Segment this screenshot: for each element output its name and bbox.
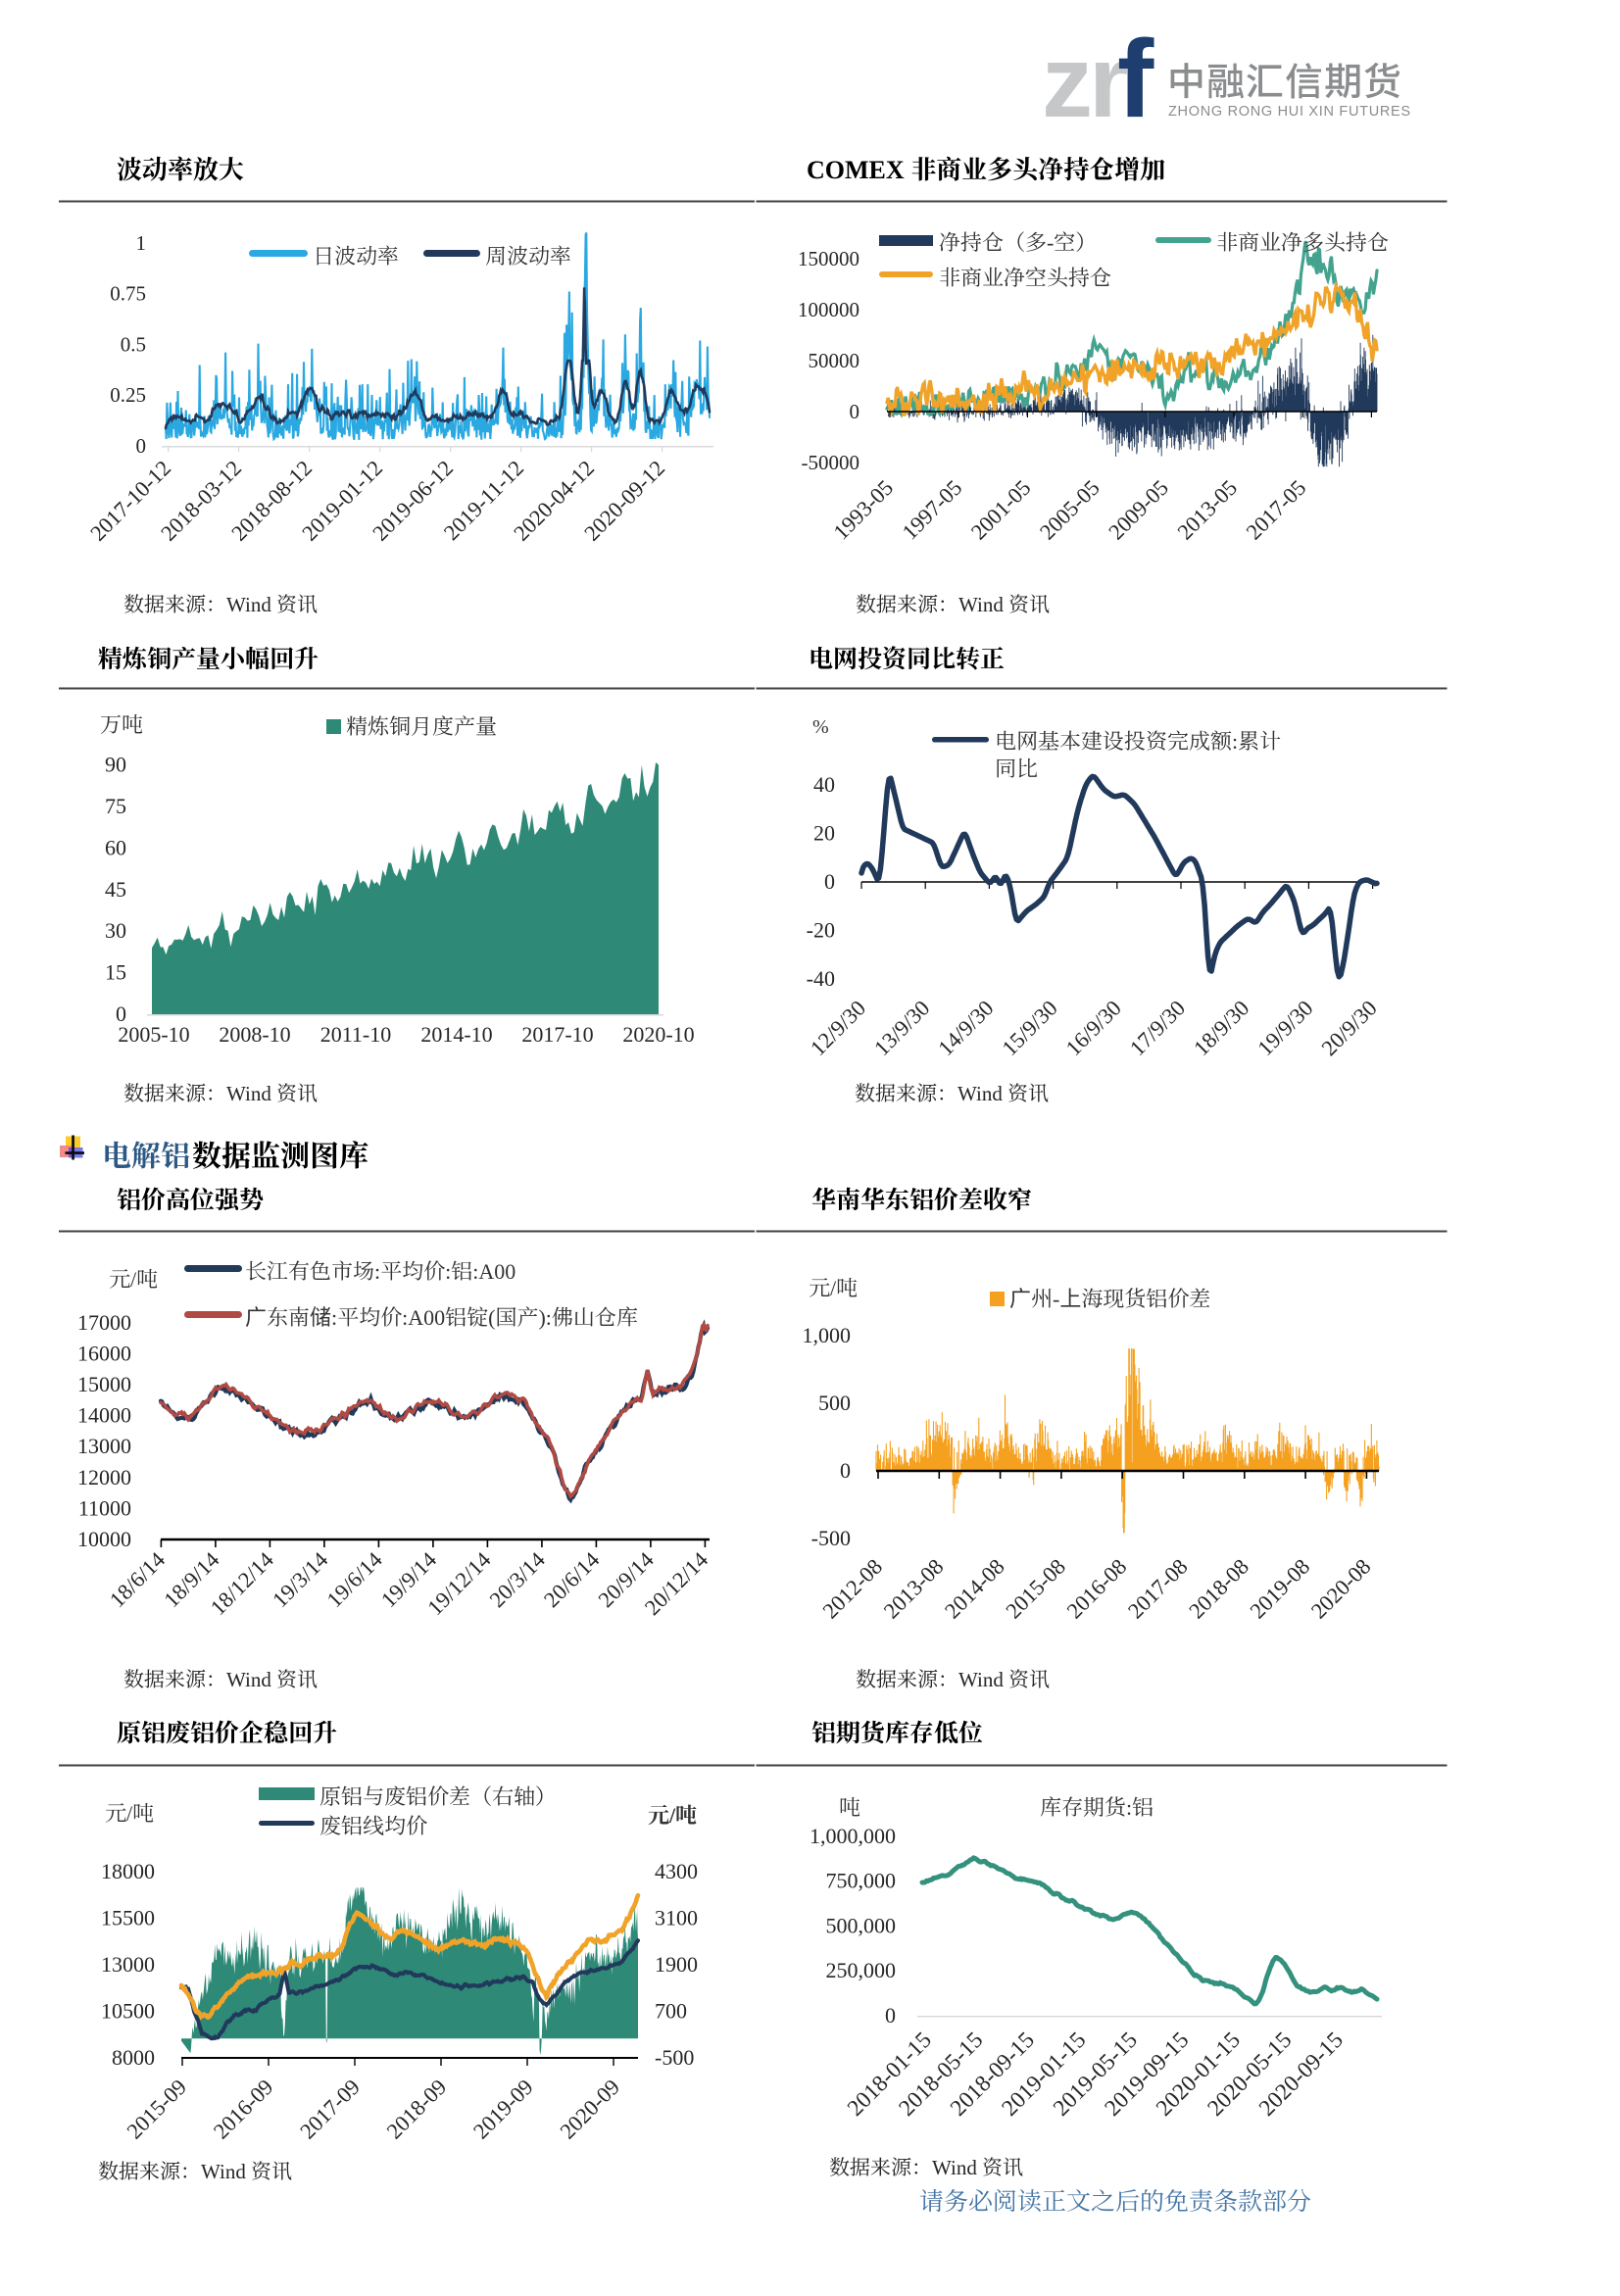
svg-text:f: f xyxy=(1117,18,1154,140)
svg-text:90: 90 xyxy=(105,749,126,779)
svg-text:-500: -500 xyxy=(655,2041,694,2072)
svg-text:元/吨: 元/吨 xyxy=(105,1797,154,1828)
svg-text:-500: -500 xyxy=(811,1522,851,1552)
svg-text:2011-10: 2011-10 xyxy=(320,1018,392,1049)
svg-text:2020-10: 2020-10 xyxy=(622,1018,694,1049)
svg-text:15: 15 xyxy=(105,956,126,987)
svg-text:2005-10: 2005-10 xyxy=(118,1018,189,1049)
svg-text:0: 0 xyxy=(840,1454,851,1485)
svg-text:数据来源：Wind 资讯: 数据来源：Wind 资讯 xyxy=(98,2156,292,2185)
svg-text:75: 75 xyxy=(105,790,126,820)
svg-text:700: 700 xyxy=(655,1995,687,2026)
svg-text:废铝线均价: 废铝线均价 xyxy=(319,1810,427,1840)
svg-text:0: 0 xyxy=(136,430,147,460)
svg-text:非商业净多头持仓: 非商业净多头持仓 xyxy=(1216,226,1389,257)
svg-text:40: 40 xyxy=(813,768,835,799)
svg-text:1,000: 1,000 xyxy=(803,1319,852,1349)
svg-text:17000: 17000 xyxy=(77,1306,131,1337)
svg-text:元/吨: 元/吨 xyxy=(809,1272,858,1302)
svg-text:非商业净空头持仓: 非商业净空头持仓 xyxy=(939,262,1111,292)
svg-text:同比: 同比 xyxy=(995,753,1038,783)
svg-text:10500: 10500 xyxy=(101,1995,155,2026)
svg-text:数据来源：Wind 资讯: 数据来源：Wind 资讯 xyxy=(829,2152,1023,2181)
svg-text:-40: -40 xyxy=(807,962,835,993)
svg-text:15000: 15000 xyxy=(77,1368,131,1398)
svg-text:广东南储:平均价:A00铝锭(国产):佛山仓库: 广东南储:平均价:A00铝锭(国产):佛山仓库 xyxy=(245,1301,638,1332)
svg-text:ZHONG RONG HUI XIN FUTURES: ZHONG RONG HUI XIN FUTURES xyxy=(1168,104,1411,120)
svg-text:500: 500 xyxy=(818,1387,851,1417)
svg-text:12000: 12000 xyxy=(77,1461,131,1491)
svg-text:0: 0 xyxy=(824,865,835,896)
svg-text:14000: 14000 xyxy=(77,1399,131,1430)
svg-text:100000: 100000 xyxy=(798,294,859,323)
svg-text:500,000: 500,000 xyxy=(826,1909,897,1939)
svg-text:1: 1 xyxy=(136,227,147,257)
svg-text:50000: 50000 xyxy=(809,345,860,374)
svg-text:zr: zr xyxy=(1042,25,1127,139)
svg-text:数据来源：Wind 资讯: 数据来源：Wind 资讯 xyxy=(856,589,1050,618)
svg-text:0.5: 0.5 xyxy=(121,328,146,358)
svg-text:11000: 11000 xyxy=(78,1491,131,1522)
svg-text:4300: 4300 xyxy=(655,1855,698,1885)
svg-text:-20: -20 xyxy=(807,914,835,945)
svg-text:数据来源：Wind 资讯: 数据来源：Wind 资讯 xyxy=(123,589,318,618)
svg-text:150000: 150000 xyxy=(798,243,859,272)
svg-text:波动率放大: 波动率放大 xyxy=(117,150,244,186)
svg-text:万吨: 万吨 xyxy=(100,708,143,739)
svg-text:铝期货库存低位: 铝期货库存低位 xyxy=(811,1714,983,1749)
svg-text:精炼铜月度产量: 精炼铜月度产量 xyxy=(346,710,497,741)
svg-text:13000: 13000 xyxy=(101,1948,155,1978)
svg-text:3100: 3100 xyxy=(655,1902,698,1932)
svg-text:%: % xyxy=(812,710,829,739)
svg-text:16000: 16000 xyxy=(77,1337,131,1367)
svg-text:元/吨: 元/吨 xyxy=(109,1263,158,1294)
svg-text:2017-10: 2017-10 xyxy=(521,1018,593,1049)
svg-text:60: 60 xyxy=(105,831,126,861)
svg-text:750,000: 750,000 xyxy=(826,1865,897,1895)
svg-text:华南华东铝价差收窄: 华南华东铝价差收窄 xyxy=(811,1181,1032,1216)
svg-text:0: 0 xyxy=(116,998,126,1028)
svg-text:中融汇信期货: 中融汇信期货 xyxy=(1167,52,1402,107)
svg-text:精炼铜产量小幅回升: 精炼铜产量小幅回升 xyxy=(98,640,319,675)
svg-text:数据来源：Wind 资讯: 数据来源：Wind 资讯 xyxy=(855,1078,1049,1107)
svg-text:净持仓（多-空）: 净持仓（多-空） xyxy=(939,226,1097,257)
svg-text:1900: 1900 xyxy=(655,1948,698,1978)
svg-text:30: 30 xyxy=(105,914,126,945)
svg-text:10000: 10000 xyxy=(77,1523,131,1553)
svg-text:2014-10: 2014-10 xyxy=(420,1018,492,1049)
svg-text:0.75: 0.75 xyxy=(110,278,146,308)
svg-text:广州-上海现货铝价差: 广州-上海现货铝价差 xyxy=(1009,1283,1210,1313)
svg-text:45: 45 xyxy=(105,873,126,904)
svg-text:长江有色市场:平均价:铝:A00: 长江有色市场:平均价:铝:A00 xyxy=(245,1255,515,1286)
svg-text:13000: 13000 xyxy=(77,1430,131,1460)
svg-text:COMEX 非商业多头净持仓增加: COMEX 非商业多头净持仓增加 xyxy=(807,150,1165,186)
svg-text:原铝与废铝价差（右轴）: 原铝与废铝价差（右轴） xyxy=(319,1781,557,1811)
svg-text:数据来源：Wind 资讯: 数据来源：Wind 资讯 xyxy=(123,1664,318,1693)
svg-text:元/吨: 元/吨 xyxy=(648,1799,697,1830)
svg-text:周波动率: 周波动率 xyxy=(485,240,571,270)
svg-text:电解铝: 电解铝 xyxy=(102,1132,190,1175)
svg-text:0: 0 xyxy=(885,1999,896,2029)
svg-text:数据来源：Wind 资讯: 数据来源：Wind 资讯 xyxy=(856,1664,1050,1693)
svg-text:18000: 18000 xyxy=(101,1855,155,1885)
svg-text:日波动率: 日波动率 xyxy=(313,240,399,270)
svg-text:0.25: 0.25 xyxy=(110,379,146,409)
svg-text:吨: 吨 xyxy=(839,1791,860,1822)
svg-text:0: 0 xyxy=(850,396,860,425)
svg-text:电网投资同比转正: 电网投资同比转正 xyxy=(809,640,1005,675)
svg-text:数据监测图库: 数据监测图库 xyxy=(192,1132,368,1175)
svg-text:2008-10: 2008-10 xyxy=(219,1018,290,1049)
svg-text:请务必阅读正文之后的免责条款部分: 请务必阅读正文之后的免责条款部分 xyxy=(919,2182,1311,2218)
svg-text:-50000: -50000 xyxy=(802,447,860,476)
svg-text:原铝废铝价企稳回升: 原铝废铝价企稳回升 xyxy=(117,1714,337,1749)
svg-text:库存期货:铝: 库存期货:铝 xyxy=(1040,1791,1154,1822)
svg-text:铝价高位强势: 铝价高位强势 xyxy=(117,1181,264,1216)
svg-text:8000: 8000 xyxy=(112,2041,155,2072)
svg-text:20: 20 xyxy=(813,816,835,847)
svg-text:数据来源：Wind 资讯: 数据来源：Wind 资讯 xyxy=(123,1078,318,1107)
svg-text:250,000: 250,000 xyxy=(826,1954,897,1984)
svg-text:15500: 15500 xyxy=(101,1902,155,1932)
svg-text:1,000,000: 1,000,000 xyxy=(810,1820,896,1850)
svg-text:电网基本建设投资完成额:累计: 电网基本建设投资完成额:累计 xyxy=(995,725,1281,756)
